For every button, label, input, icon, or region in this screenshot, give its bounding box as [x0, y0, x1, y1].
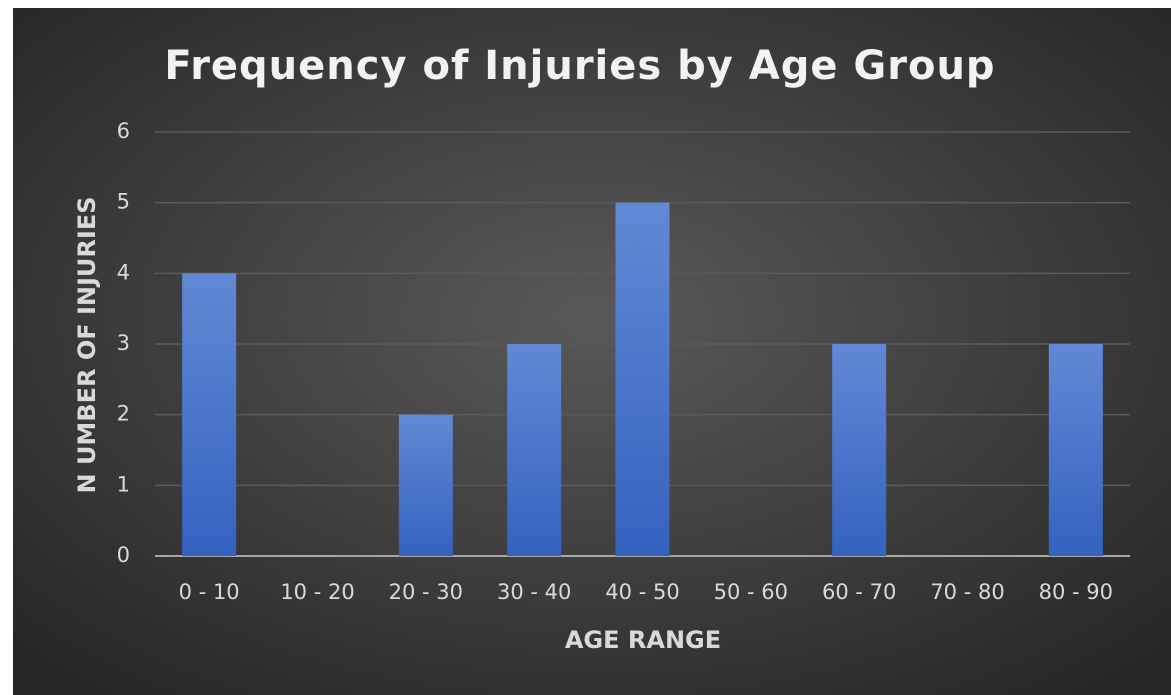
bar: [398, 414, 453, 556]
y-tick-label: 4: [117, 260, 130, 284]
y-tick-label: 5: [117, 190, 130, 214]
x-tick-label: 70 - 80: [930, 580, 1004, 604]
x-tick-label: 10 - 20: [280, 580, 354, 604]
x-tick-label: 0 - 10: [179, 580, 240, 604]
x-tick-label: 40 - 50: [605, 580, 679, 604]
bar: [182, 273, 237, 556]
bar: [507, 344, 562, 556]
x-tick-label: 60 - 70: [822, 580, 896, 604]
chart-title: Frequency of Injuries by Age Group: [164, 43, 995, 89]
y-tick-label: 3: [117, 331, 130, 355]
y-tick-label: 2: [117, 402, 130, 426]
x-tick-label: 20 - 30: [389, 580, 463, 604]
x-tick-label: 30 - 40: [497, 580, 571, 604]
y-tick-label: 1: [117, 472, 130, 496]
x-axis-title: AGE RANGE: [565, 626, 721, 654]
bar: [615, 202, 670, 556]
x-tick-label: 50 - 60: [714, 580, 788, 604]
bar: [832, 344, 887, 556]
y-tick-label: 0: [117, 543, 130, 567]
x-tick-label: 80 - 90: [1039, 580, 1113, 604]
y-axis-title: N UMBER OF INJURIES: [73, 196, 101, 493]
y-tick-label: 6: [117, 119, 130, 143]
bar: [1048, 344, 1103, 556]
